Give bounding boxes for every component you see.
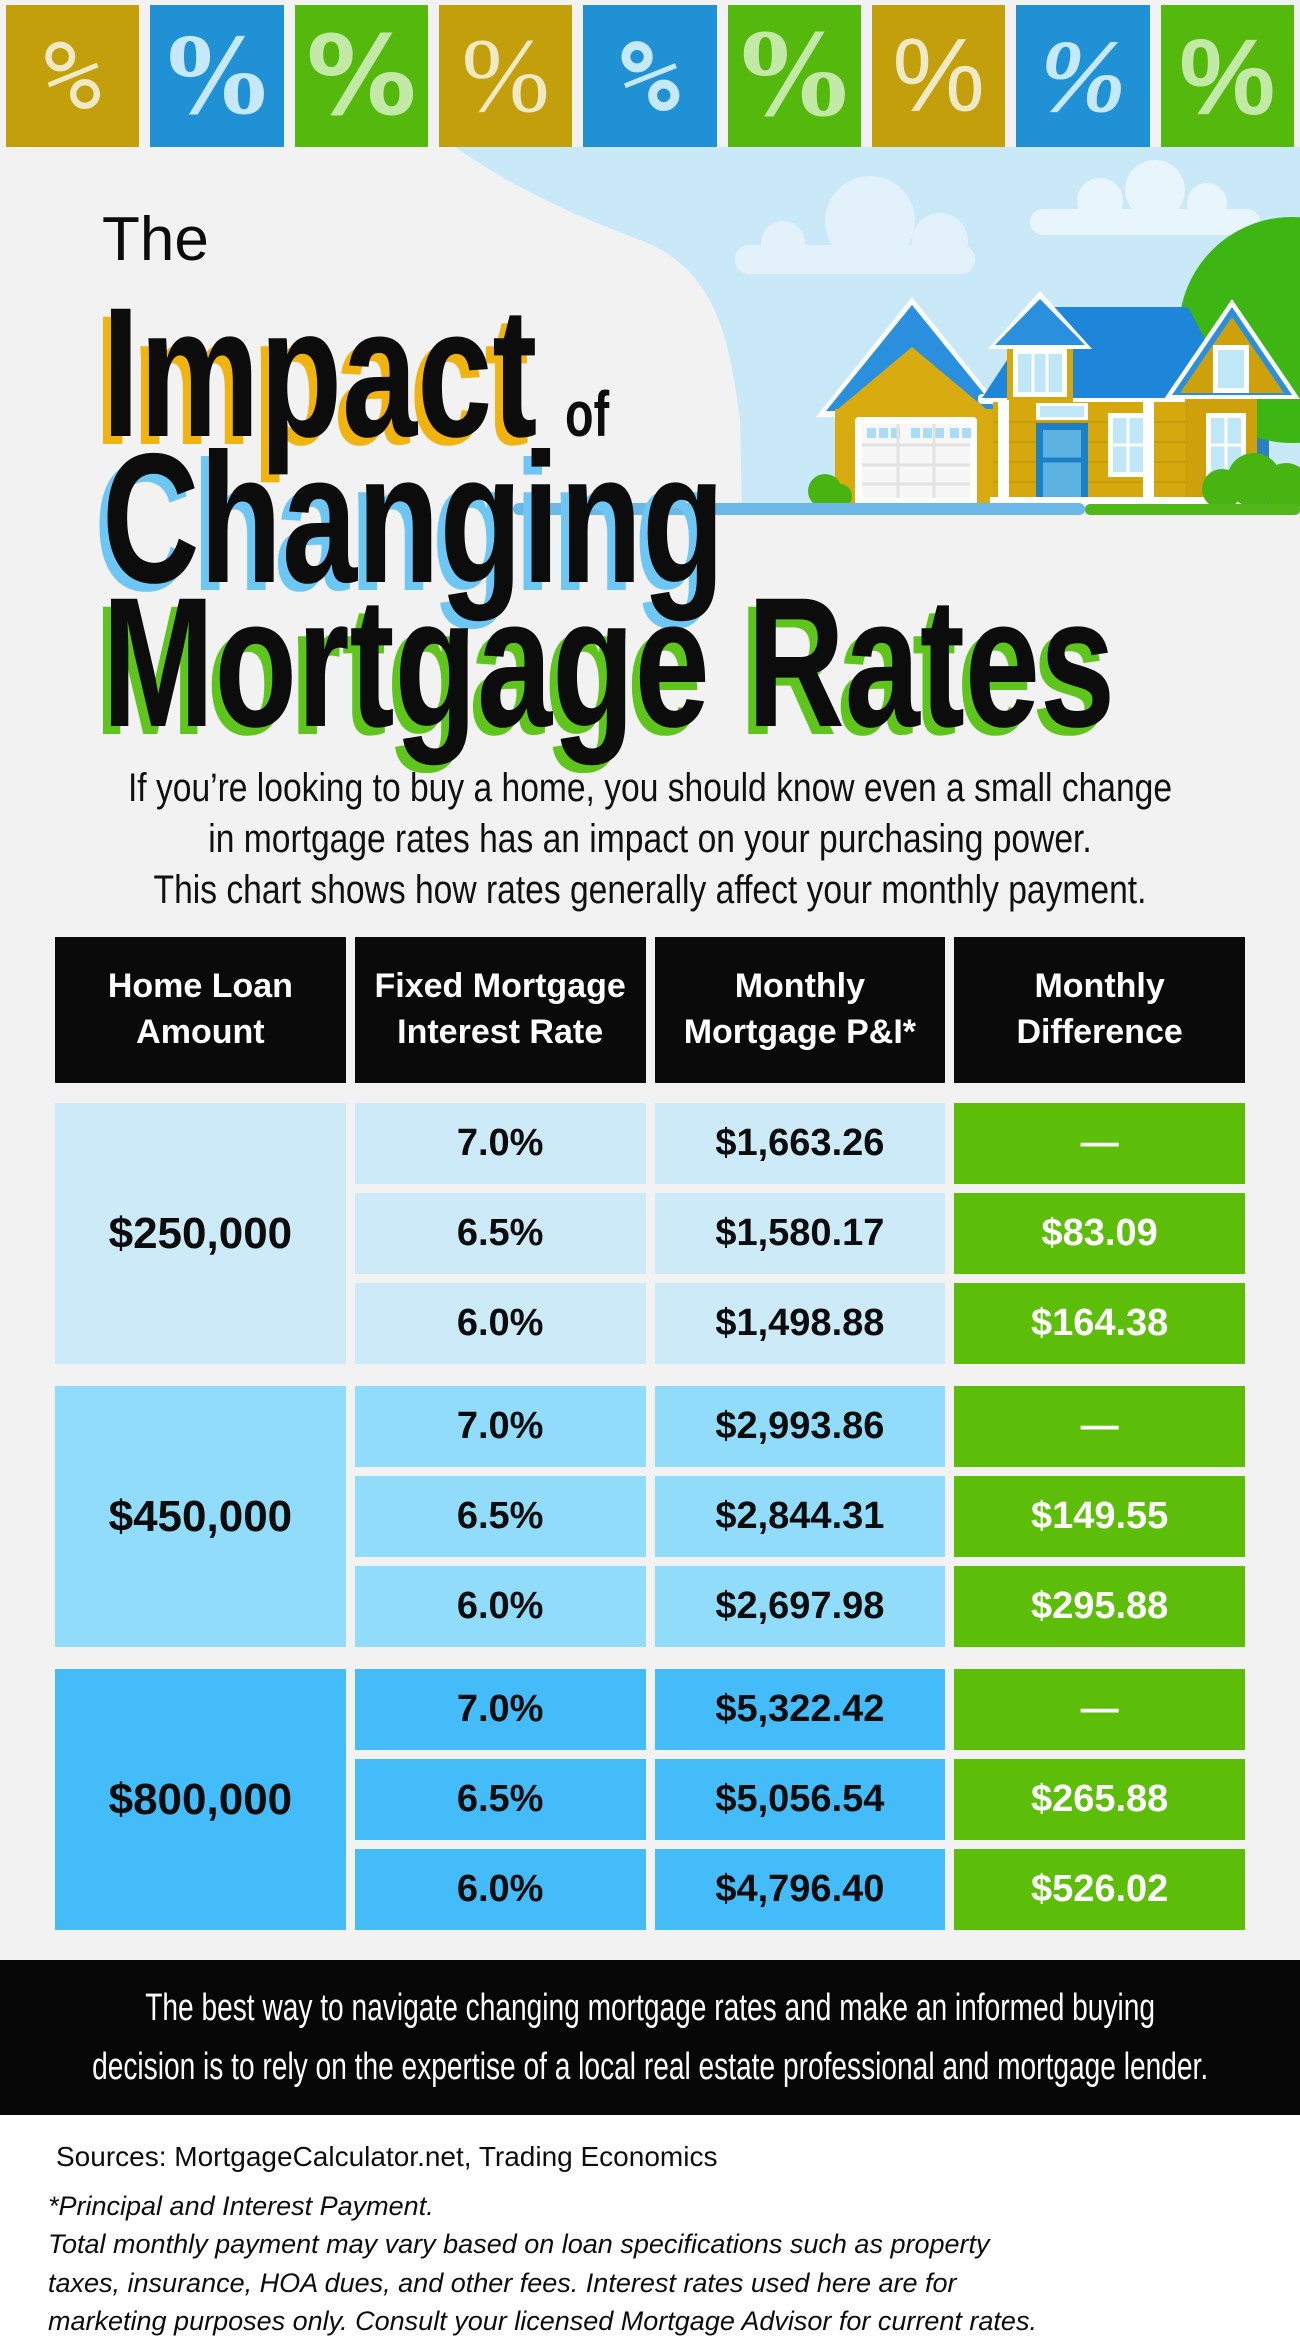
payment-cell: $2,844.31 xyxy=(654,1476,946,1557)
title-word-changing: Changing xyxy=(102,416,725,622)
driveway xyxy=(513,503,1085,515)
difference-cell: $526.02 xyxy=(954,1849,1245,1930)
payment-cell: $5,322.42 xyxy=(654,1669,946,1750)
front-door xyxy=(998,400,1154,505)
payment-cell: $2,697.98 xyxy=(654,1566,946,1647)
percent-icon: % xyxy=(294,5,428,147)
rate-cell: 7.0% xyxy=(354,1103,646,1184)
difference-cell: — xyxy=(954,1103,1245,1184)
percent-icon: % xyxy=(438,5,573,147)
disclaimer-line: Total monthly payment may vary based on … xyxy=(48,2229,990,2260)
title-word-of: of xyxy=(565,378,610,450)
percent-icon: % xyxy=(150,5,284,147)
difference-cell: — xyxy=(954,1669,1245,1750)
difference-cell: $83.09 xyxy=(954,1193,1245,1274)
percent-icon: % xyxy=(6,5,140,147)
rate-column: 7.0% 6.5% 6.0% xyxy=(354,1103,646,1364)
cloud-icon xyxy=(735,176,975,274)
disclaimer-line: marketing purposes only. Consult your li… xyxy=(48,2305,1037,2336)
title-line-impact: Impact of xyxy=(102,281,609,466)
callout-line: decision is to rely on the expertise of … xyxy=(91,2045,1209,2088)
disclaimer-notes: *Principal and Interest Payment. Total m… xyxy=(48,2187,1280,2340)
difference-column: — $149.55 $295.88 xyxy=(954,1386,1245,1647)
percent-tile-banner: % % % % % % % % % xyxy=(0,0,1300,147)
payment-column: $5,322.42 $5,056.54 $4,796.40 xyxy=(654,1669,946,1930)
disclaimer-line: taxes, insurance, HOA dues, and other fe… xyxy=(48,2267,957,2298)
disclaimer-line: *Principal and Interest Payment. xyxy=(48,2191,434,2221)
mortgage-rate-table: Home Loan Amount Fixed Mortgage Interest… xyxy=(55,937,1245,1930)
window xyxy=(1108,413,1148,477)
rate-cell: 6.5% xyxy=(354,1759,646,1840)
percent-icon: % xyxy=(727,5,861,147)
payment-column: $1,663.26 $1,580.17 $1,498.88 xyxy=(654,1103,946,1364)
rate-cell: 6.0% xyxy=(354,1283,646,1364)
column-header-interest-rate: Fixed Mortgage Interest Rate xyxy=(354,937,646,1083)
difference-cell: $265.88 xyxy=(954,1759,1245,1840)
rate-column: 7.0% 6.5% 6.0% xyxy=(354,1669,646,1930)
table-group-250k: $250,000 7.0% 6.5% 6.0% $1,663.26 $1,580… xyxy=(55,1103,1245,1364)
loan-amount-cell: $450,000 xyxy=(55,1386,346,1647)
grass-strip xyxy=(1085,504,1300,515)
rate-cell: 6.5% xyxy=(354,1476,646,1557)
payment-cell: $2,993.86 xyxy=(654,1386,946,1467)
payment-column: $2,993.86 $2,844.31 $2,697.98 xyxy=(654,1386,946,1647)
difference-cell: — xyxy=(954,1386,1245,1467)
table-header-row: Home Loan Amount Fixed Mortgage Interest… xyxy=(55,937,1245,1083)
callout-text: The best way to navigate changing mortga… xyxy=(92,1979,1208,2097)
title-word-mortgage-rates: Mortgage Rates xyxy=(102,560,1116,766)
percent-icon: % xyxy=(1160,5,1294,147)
difference-cell: $164.38 xyxy=(954,1283,1245,1364)
porch-base xyxy=(990,497,1252,506)
loan-amount-cell: $800,000 xyxy=(55,1669,346,1930)
column-header-monthly-pi: Monthly Mortgage P&I* xyxy=(654,937,946,1083)
callout-banner: The best way to navigate changing mortga… xyxy=(0,1960,1300,2115)
difference-cell: $149.55 xyxy=(954,1476,1245,1557)
rate-cell: 7.0% xyxy=(354,1386,646,1467)
table-group-450k: $450,000 7.0% 6.5% 6.0% $2,993.86 $2,844… xyxy=(55,1386,1245,1647)
rate-cell: 7.0% xyxy=(354,1669,646,1750)
payment-cell: $1,580.17 xyxy=(654,1193,946,1274)
column-header-loan-amount: Home Loan Amount xyxy=(55,937,346,1083)
rate-cell: 6.5% xyxy=(354,1193,646,1274)
title-word-impact: Impact xyxy=(102,270,538,476)
rate-cell: 6.0% xyxy=(354,1849,646,1930)
top-section: % % % % % % % % % xyxy=(0,0,1300,1960)
difference-cell: $295.88 xyxy=(954,1566,1245,1647)
percent-icon: % xyxy=(1016,5,1150,147)
intro-line: in mortgage rates has an impact on your … xyxy=(208,817,1092,862)
difference-column: — $265.88 $526.02 xyxy=(954,1669,1245,1930)
garage xyxy=(816,297,1008,505)
rate-cell: 6.0% xyxy=(354,1566,646,1647)
footer-section: Sources: MortgageCalculator.net, Trading… xyxy=(0,2115,1300,2344)
title-pre: The xyxy=(102,205,209,274)
intro-line: This chart shows how rates generally aff… xyxy=(153,868,1147,913)
percent-icon: % xyxy=(871,5,1006,147)
rate-column: 7.0% 6.5% 6.0% xyxy=(354,1386,646,1647)
difference-column: — $83.09 $164.38 xyxy=(954,1103,1245,1364)
dormer xyxy=(988,291,1092,402)
sources-text: Sources: MortgageCalculator.net, Trading… xyxy=(56,2141,718,2172)
table-group-800k: $800,000 7.0% 6.5% 6.0% $5,322.42 $5,056… xyxy=(55,1669,1245,1930)
right-gable xyxy=(1164,299,1300,505)
hero-section: The Impact of Changing Mortgage Rates If … xyxy=(0,147,1300,937)
bush-icon xyxy=(808,453,1300,511)
intro-paragraph: If you’re looking to buy a home, you sho… xyxy=(104,763,1196,917)
payment-cell: $1,663.26 xyxy=(654,1103,946,1184)
payment-cell: $1,498.88 xyxy=(654,1283,946,1364)
percent-icon: % xyxy=(583,5,717,147)
intro-line: If you’re looking to buy a home, you sho… xyxy=(127,766,1173,810)
cloud-icon xyxy=(1030,160,1260,235)
loan-amount-cell: $250,000 xyxy=(55,1103,346,1364)
callout-line: The best way to navigate changing mortga… xyxy=(145,1986,1155,2029)
column-header-difference: Monthly Difference xyxy=(954,937,1245,1083)
payment-cell: $5,056.54 xyxy=(654,1759,946,1840)
payment-cell: $4,796.40 xyxy=(654,1849,946,1930)
house-illustration xyxy=(455,147,1300,515)
